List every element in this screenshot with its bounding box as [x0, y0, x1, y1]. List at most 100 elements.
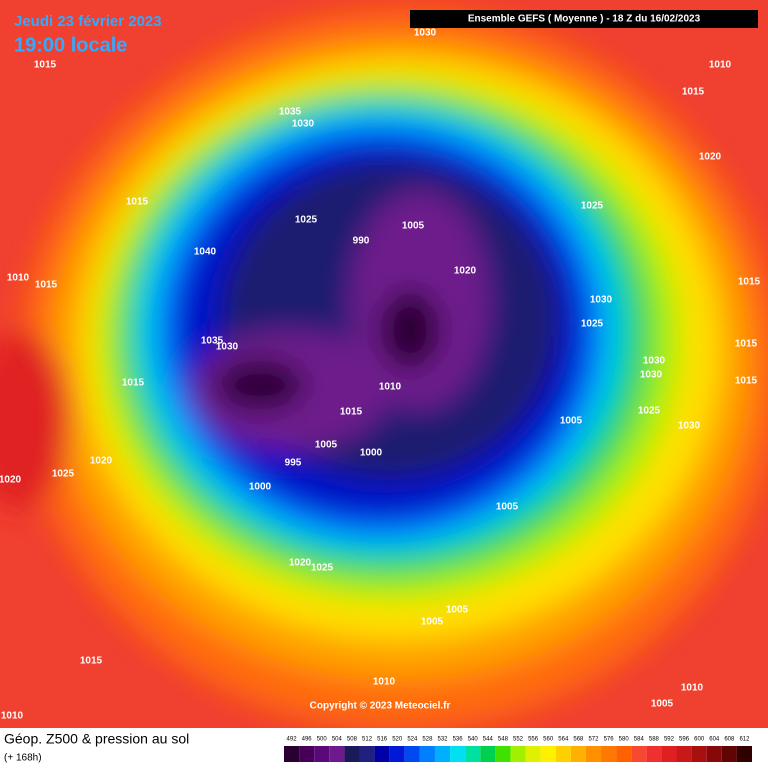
- scale-label: 604: [709, 737, 720, 743]
- scale-label: 588: [649, 737, 660, 743]
- isobar-label: 1005: [651, 699, 674, 710]
- scale-swatch: [404, 746, 420, 762]
- scale-label: 600: [694, 737, 705, 743]
- isobar-label: 1020: [0, 475, 22, 486]
- isobar-label: 1000: [249, 482, 272, 493]
- scale-label: 612: [739, 737, 750, 743]
- isobar-label: 1005: [402, 221, 425, 232]
- isobar-label: 1005: [315, 440, 338, 451]
- scale-label: 492: [287, 737, 298, 743]
- scale-label: 508: [347, 737, 358, 743]
- scale-swatch: [601, 746, 617, 762]
- copyright: Copyright © 2023 Meteociel.fr: [310, 701, 451, 712]
- scale-label: 504: [332, 737, 343, 743]
- color-scale: 492 496 500 504 508 512 516 520 524 528 532 536 540 5…: [284, 737, 752, 762]
- geopotential-field: [0, 10, 768, 730]
- scale-swatch: [374, 746, 390, 762]
- isobar-label: 1020: [454, 266, 477, 277]
- isobar-label: 990: [353, 236, 370, 247]
- isobar-label: 1005: [560, 416, 583, 427]
- scale-swatch: [314, 746, 330, 762]
- scale-label: 596: [679, 737, 690, 743]
- isobar-label: 1020: [90, 456, 113, 467]
- scale-swatch: [555, 746, 571, 762]
- scale-swatch: [721, 746, 737, 762]
- isobar-label: 995: [285, 458, 302, 469]
- isobar-label: 1030: [678, 421, 701, 432]
- isobar-label: 1010: [373, 677, 396, 688]
- scale-label: 592: [664, 737, 675, 743]
- scale-swatch: [344, 746, 360, 762]
- isobar-label: 1025: [52, 469, 75, 480]
- isobar-label: 1015: [735, 376, 758, 387]
- scale-swatch: [465, 746, 481, 762]
- scale-swatch: [450, 746, 466, 762]
- scale-swatch: [480, 746, 496, 762]
- isobar-label: 1010: [7, 273, 30, 284]
- scale-label: 528: [422, 737, 433, 743]
- scale-label: 516: [377, 737, 388, 743]
- scale-swatch: [495, 746, 511, 762]
- scale-label: 548: [498, 737, 509, 743]
- scale-swatch: [389, 746, 405, 762]
- scale-swatch: [284, 746, 300, 762]
- scale-label: 580: [619, 737, 630, 743]
- scale-label: 496: [302, 737, 313, 743]
- isobar-label: 1015: [126, 197, 149, 208]
- scale-swatch: [540, 746, 556, 762]
- isobar-label: 1030: [414, 28, 437, 39]
- isobar-label: 1015: [80, 656, 103, 667]
- scale-swatch: [631, 746, 647, 762]
- scale-label: 608: [724, 737, 735, 743]
- scale-swatch: [299, 746, 315, 762]
- isobar-label: 1000: [360, 448, 383, 459]
- scale-label: 500: [317, 737, 328, 743]
- isobar-label: 1010: [709, 60, 732, 71]
- scale-swatch: [510, 746, 526, 762]
- local-time: 19:00 locale: [14, 34, 127, 56]
- scale-label: 572: [588, 737, 599, 743]
- isobar-label: 1025: [581, 319, 604, 330]
- isobar-label: 1030: [590, 295, 613, 306]
- isobar-label: 1005: [496, 502, 519, 513]
- isobar-label: 1035: [279, 107, 302, 118]
- date: Jeudi 23 février 2023: [14, 13, 162, 30]
- scale-swatch: [329, 746, 345, 762]
- isobar-label: 1015: [340, 407, 363, 418]
- isobar-label: 1035: [201, 336, 224, 347]
- scale-swatch: [616, 746, 632, 762]
- isobar-label: 1015: [682, 87, 705, 98]
- scale-swatch: [676, 746, 692, 762]
- footer-title: Géop. Z500 & pression au sol: [4, 731, 189, 747]
- scale-label: 540: [468, 737, 479, 743]
- scale-label: 520: [392, 737, 403, 743]
- scale-swatch: [570, 746, 586, 762]
- isobar-label: 1015: [735, 339, 758, 350]
- isobar-label: 1020: [699, 152, 722, 163]
- isobar-label: 1040: [194, 247, 217, 258]
- scale-swatch: [706, 746, 722, 762]
- scale-label: 536: [453, 737, 464, 743]
- scale-swatch: [661, 746, 677, 762]
- run-banner: [410, 10, 758, 28]
- scale-swatch: [646, 746, 662, 762]
- isobar-label: 1025: [295, 215, 318, 226]
- isobar-label: 1030: [640, 370, 663, 381]
- scale-label: 512: [362, 737, 373, 743]
- scale-swatch: [359, 746, 375, 762]
- scale-label: 560: [543, 737, 554, 743]
- scale-swatch: [585, 746, 602, 762]
- isobar-label: 1025: [581, 201, 604, 212]
- scale-label: 576: [604, 737, 615, 743]
- isobar-label: 1030: [216, 342, 239, 353]
- scale-swatch: [525, 746, 541, 762]
- scale-label: 564: [558, 737, 569, 743]
- scale-label: 556: [528, 737, 539, 743]
- isobar-label: 1015: [738, 277, 761, 288]
- isobar-label: 1015: [122, 378, 145, 389]
- scale-label: 584: [634, 737, 645, 743]
- scale-label: 544: [483, 737, 494, 743]
- isobar-label: 1030: [643, 356, 666, 367]
